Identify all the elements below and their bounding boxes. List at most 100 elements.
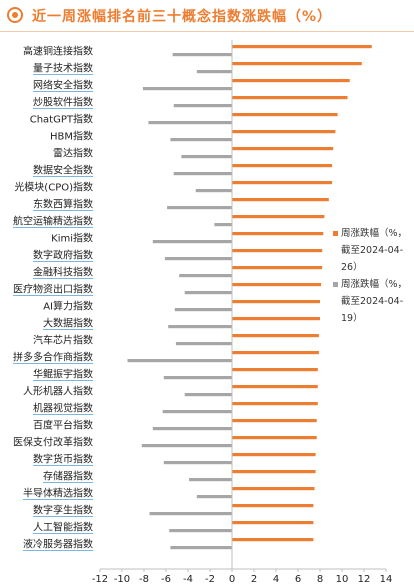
x-tick-label: -12 <box>92 574 108 585</box>
category-label: 存储器指数 <box>43 470 93 483</box>
category-label: 半导体精选指数 <box>23 487 93 500</box>
x-tick-label: 4 <box>273 574 279 585</box>
bar-current-week <box>232 470 316 474</box>
category-label: HBM指数 <box>50 130 93 143</box>
bar-current-week <box>232 232 324 236</box>
bar-previous-week <box>148 121 232 125</box>
bar-previous-week <box>181 155 232 159</box>
category-label: 数字货币指数 <box>33 453 93 466</box>
bar-previous-week <box>173 104 232 108</box>
bar-previous-week <box>175 342 232 346</box>
bar-previous-week <box>152 427 232 431</box>
bar-current-week <box>232 504 314 508</box>
bar-current-week <box>232 453 316 457</box>
category-label: 百度平台指数 <box>33 419 93 432</box>
category-label: 雷达指数 <box>53 147 93 160</box>
legend-label: 截至2024-04- <box>341 244 403 256</box>
category-label: 人工智能指数 <box>33 521 93 534</box>
category-label: 数字孪生指数 <box>33 504 93 517</box>
category-label: Kimi指数 <box>51 232 93 245</box>
bar-current-week <box>232 317 320 321</box>
bar-previous-week <box>149 512 232 516</box>
bar-previous-week <box>127 359 232 363</box>
legend-swatch <box>333 231 338 236</box>
x-tick-label: 0 <box>229 574 235 585</box>
bar-previous-week <box>172 53 232 57</box>
legend-label: 26） <box>341 261 363 273</box>
bar-current-week <box>232 113 338 117</box>
bar-current-week <box>232 538 314 542</box>
category-label: 医疗物资出口指数 <box>13 283 93 296</box>
x-axis: -12 -10 -8 -6 -4 -2 0 2 4 6 8 10 12 14 <box>92 40 393 585</box>
x-tick-label: -8 <box>139 574 149 585</box>
bar-current-week <box>232 198 329 202</box>
category-label: 金融科技指数 <box>33 266 93 279</box>
bar-current-week <box>232 266 323 270</box>
bar-current-week <box>232 385 318 389</box>
bar-current-week <box>232 147 334 151</box>
bar-previous-week <box>170 138 232 142</box>
category-label: 高速铜连接指数 <box>23 45 93 58</box>
category-label: 机器视觉指数 <box>33 402 93 415</box>
legend-label: 周涨跌幅（%， <box>341 227 407 239</box>
category-label: 东数西算指数 <box>33 198 93 211</box>
x-tick-label: -2 <box>205 574 215 585</box>
legend-swatch <box>333 282 338 287</box>
category-label: 液冷服务器指数 <box>23 538 93 551</box>
x-tick-label: 14 <box>380 574 393 585</box>
category-label: AI算力指数 <box>43 300 93 313</box>
bar-previous-week <box>141 444 232 448</box>
bar-previous-week <box>195 189 232 193</box>
bar-current-week <box>232 62 362 66</box>
x-tick-label: 2 <box>251 574 257 585</box>
bar-previous-week <box>169 529 232 533</box>
bar-current-week <box>232 402 318 406</box>
bar-previous-week <box>174 308 232 312</box>
bar-current-week <box>232 96 348 100</box>
bar-current-week <box>232 79 350 83</box>
bar-current-week <box>232 130 336 134</box>
category-label: 量子技术指数 <box>33 62 93 75</box>
bar-previous-week <box>184 291 232 295</box>
bar-previous-week <box>163 376 232 380</box>
bar-previous-week <box>168 325 232 329</box>
bar-current-week <box>232 249 323 253</box>
x-tick-label: 8 <box>317 574 323 585</box>
bar-current-week <box>232 283 322 287</box>
bar-current-week <box>232 368 318 372</box>
category-label: 华鲲振宇指数 <box>33 368 93 381</box>
bar-current-week <box>232 300 320 304</box>
x-tick-label: -4 <box>183 574 193 585</box>
bar-current-week <box>232 215 325 219</box>
bar-previous-week <box>184 393 232 397</box>
bar-current-week <box>232 419 317 423</box>
bar-previous-week <box>179 274 232 278</box>
bar-previous-week <box>170 546 232 550</box>
x-tick-label: -10 <box>114 574 130 585</box>
category-label: 网络安全指数 <box>33 79 93 92</box>
x-tick-label: 10 <box>336 574 349 585</box>
legend-label: 周涨跌幅（%， <box>341 278 407 290</box>
category-label: 光模块(CPO)指数 <box>14 181 93 194</box>
category-label: 医保支付改革指数 <box>13 436 93 449</box>
category-label: 人形机器人指数 <box>23 385 93 398</box>
x-tick-label: 6 <box>295 574 301 585</box>
bar-previous-week <box>214 223 232 227</box>
bar-current-week <box>232 164 333 168</box>
category-label: 数字政府指数 <box>33 249 93 262</box>
chart-header: 近一周涨幅排名前三十概念指数涨跌幅（%） <box>0 0 414 34</box>
category-label: 汽车芯片指数 <box>33 334 93 347</box>
bar-current-week <box>232 351 319 355</box>
bar-previous-week <box>162 410 232 414</box>
bars-layer <box>127 45 372 550</box>
category-label: 数据安全指数 <box>33 164 93 177</box>
category-label: 航空运输精选指数 <box>13 215 93 228</box>
bar-current-week <box>232 436 317 440</box>
bar-current-week <box>232 181 333 185</box>
category-label: 炒股软件指数 <box>33 96 93 109</box>
x-tick-label: -6 <box>161 574 171 585</box>
bar-current-week <box>232 487 315 491</box>
bar-previous-week <box>164 257 232 261</box>
